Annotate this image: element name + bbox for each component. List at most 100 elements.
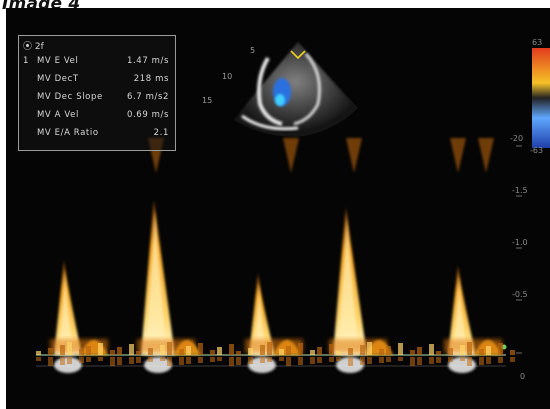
baseline-noise <box>479 357 484 365</box>
baseline-noise <box>48 357 53 366</box>
baseline-noise <box>117 347 122 355</box>
baseline-noise <box>398 357 403 361</box>
baseline-noise <box>79 349 84 355</box>
baseline-noise <box>298 357 303 365</box>
depth-label: 10 <box>222 72 233 81</box>
baseline-noise <box>148 357 153 362</box>
baseline-noise <box>110 350 115 355</box>
v-marker-icon <box>290 50 306 60</box>
baseline-noise <box>210 350 215 355</box>
baseline-noise <box>417 357 422 365</box>
baseline-noise <box>167 342 172 355</box>
measurement-label: MV DecT <box>37 74 79 84</box>
baseline-noise <box>417 347 422 355</box>
baseline-noise <box>379 357 384 363</box>
baseline-noise <box>179 357 184 365</box>
upper-spectral-mark <box>283 138 299 173</box>
baseline-noise <box>160 345 165 355</box>
baseline-noise <box>436 357 441 363</box>
baseline-noise <box>510 350 515 355</box>
measurement-header: ⦿ 2f <box>23 42 44 52</box>
measurement-row: MV Dec Slope 6.7 m/s2 <box>23 92 173 106</box>
measurement-value: 0.69 m/s <box>127 110 169 120</box>
baseline-noise <box>267 357 272 362</box>
measurement-label: MV E/A Ratio <box>37 128 99 138</box>
measurement-panel: ⦿ 2f 1 MV E Vel 1.47 m/s MV DecT 218 ms … <box>18 35 176 151</box>
e-wave-core <box>452 275 468 355</box>
baseline-noise <box>286 346 291 355</box>
baseline-noise <box>498 357 503 363</box>
upper-spectral-mark <box>478 138 494 173</box>
spectral-noise <box>329 339 387 353</box>
baseline-noise <box>179 349 184 355</box>
baseline-noise <box>479 349 484 355</box>
baseline-noise <box>229 344 234 355</box>
baseline-noise <box>310 357 315 364</box>
upper-spectral-mark <box>450 138 466 173</box>
baseline-noise <box>448 348 453 355</box>
baseline-noise <box>36 351 41 355</box>
baseline-noise <box>410 357 415 366</box>
baseline-noise <box>410 350 415 355</box>
baseline-noise <box>198 343 203 355</box>
spectral-noise <box>245 339 303 353</box>
measurement-row: 1 MV E Vel 1.47 m/s <box>23 56 173 70</box>
depth-label: 5 <box>250 46 256 55</box>
baseline-noise <box>460 345 465 355</box>
baseline-noise <box>86 357 91 362</box>
velocity-tick-marks <box>516 145 522 354</box>
baseline-noise <box>160 357 165 361</box>
velocity-tick-label: -1.5 <box>512 186 528 195</box>
baseline-noise <box>136 357 141 363</box>
baseline-noise <box>67 342 72 355</box>
baseline-noise <box>436 351 441 355</box>
measurement-value: 218 ms <box>133 74 169 84</box>
baseline-noise <box>348 357 353 366</box>
baseline-noise <box>486 346 491 355</box>
baseline-noise <box>336 357 341 361</box>
velocity-tick-label: 0 <box>520 372 526 381</box>
e-wave-core <box>58 270 74 355</box>
baseline-noise <box>136 351 141 355</box>
baseline-noise <box>248 348 253 355</box>
measurement-row: MV DecT 218 ms <box>23 74 173 88</box>
baseline-noise <box>317 347 322 355</box>
baseline-noise <box>329 344 334 355</box>
baseline-noise <box>467 342 472 355</box>
baseline-noise <box>286 357 291 366</box>
baseline-noise <box>379 349 384 355</box>
baseline-noise <box>60 345 65 355</box>
baseline-noise <box>36 357 41 361</box>
baseline-noise <box>467 357 472 366</box>
baseline-noise <box>210 357 215 362</box>
upper-spectral-mark <box>346 138 362 173</box>
baseline-noise <box>186 346 191 355</box>
baseline-noise <box>48 348 53 355</box>
baseline-noise <box>367 342 372 355</box>
baseline-noise <box>510 357 515 362</box>
baseline-noise <box>186 357 191 364</box>
baseline-noise <box>60 357 65 365</box>
velocity-tick-label: -1.0 <box>512 238 528 247</box>
baseline-noise <box>329 357 334 362</box>
color-scale-bottom-label: -63 <box>530 146 544 155</box>
baseline-noise <box>98 343 103 355</box>
ultrasound-image: ⦿ 2f 1 MV E Vel 1.47 m/s MV DecT 218 ms … <box>6 8 550 409</box>
baseline-noise <box>217 357 222 361</box>
baseline-noise <box>386 357 391 362</box>
baseline-noise <box>448 357 453 362</box>
color-velocity-bar <box>532 48 550 148</box>
baseline-noise <box>486 357 491 364</box>
baseline-noise <box>317 357 322 363</box>
baseline-noise <box>167 357 172 366</box>
doppler-spectrum <box>36 138 515 373</box>
e-wave-core <box>337 217 359 355</box>
baseline-noise <box>298 343 303 355</box>
baseline-noise <box>236 357 241 365</box>
velocity-tick-label: -20 <box>510 134 524 143</box>
measurement-label: MV A Vel <box>37 110 79 120</box>
baseline-noise <box>260 345 265 355</box>
baseline-noise <box>110 357 115 366</box>
baseline-noise <box>117 357 122 365</box>
baseline-noise <box>429 357 434 364</box>
